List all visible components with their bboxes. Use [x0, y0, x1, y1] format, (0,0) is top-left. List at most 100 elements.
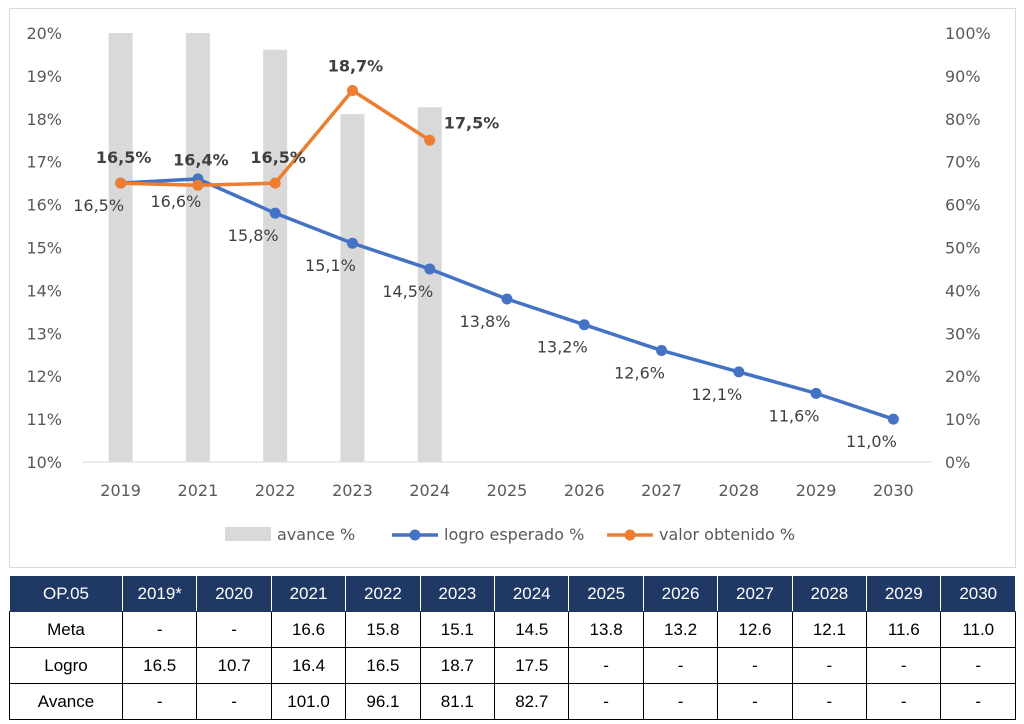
table-cell: 18.7 — [419, 647, 496, 684]
x-axis-tick-label: 2024 — [409, 481, 450, 500]
logro-esperado-point — [887, 413, 899, 425]
right-axis-tick-label: 80% — [945, 110, 981, 129]
logro-esperado-data-label: 13,8% — [460, 312, 511, 331]
table-header-row: OP.05 2019* 2020 2021 2022 2023 2024 202… — [9, 575, 1016, 612]
x-axis-tick-label: 2021 — [178, 481, 219, 500]
right-axis-tick-label: 90% — [945, 67, 981, 86]
logro-esperado-data-label: 11,6% — [769, 406, 820, 425]
legend-marker-logro — [409, 529, 421, 541]
table-cell: - — [866, 683, 942, 720]
table-cell: - — [642, 647, 719, 684]
valor-obtenido-data-label: 17,5% — [444, 113, 500, 132]
table-row-avance: Avance - - 101.0 96.1 81.1 82.7 - - - - … — [9, 683, 1016, 720]
table-cell: - — [717, 683, 793, 720]
left-axis-tick-label: 15% — [26, 239, 62, 258]
bar-avance — [108, 33, 133, 462]
table-cell: 16.6 — [270, 611, 347, 648]
data-table: OP.05 2019* 2020 2021 2022 2023 2024 202… — [9, 575, 1016, 720]
logro-esperado-data-label: 16,5% — [73, 196, 124, 215]
logro-esperado-data-label: 15,1% — [305, 256, 356, 275]
table-cell: - — [121, 683, 198, 720]
table-cell: - — [940, 647, 1016, 684]
logro-esperado-point — [578, 319, 590, 331]
table-cell: 11.6 — [866, 611, 942, 648]
valor-obtenido-data-label: 16,5% — [96, 148, 152, 167]
right-axis-tick-label: 30% — [945, 324, 981, 343]
header-cell: 2027 — [717, 575, 793, 612]
table-cell: 13.8 — [568, 611, 644, 648]
table-cell: Avance — [9, 683, 123, 720]
logro-esperado-data-label: 11,0% — [846, 432, 897, 451]
legend-label-valor: valor obtenido % — [659, 525, 795, 544]
table-cell: - — [791, 647, 868, 684]
right-axis-tick-label: 50% — [945, 239, 981, 258]
valor-obtenido-data-label: 16,5% — [250, 148, 306, 167]
left-axis-tick-label: 14% — [26, 281, 62, 300]
valor-obtenido-point — [192, 179, 204, 191]
legend-label-logro: logro esperado % — [444, 525, 584, 544]
chart-area: 10% 11% 12% 13% 14% 15% 16% 17% 18% 19% 20% 0% 10% 20… — [9, 8, 1016, 568]
logro-esperado-data-label: 15,8% — [228, 226, 279, 245]
table-cell: - — [121, 611, 198, 648]
left-axis-tick-label: 10% — [26, 453, 62, 472]
bar-avance — [185, 33, 210, 462]
header-cell: 2029 — [866, 575, 942, 612]
table-cell: - — [940, 683, 1016, 720]
table-cell: - — [196, 611, 272, 648]
x-axis-tick-label: 2028 — [718, 481, 759, 500]
left-axis-tick-label: 17% — [26, 153, 62, 172]
table-cell: 13.2 — [642, 611, 719, 648]
right-axis-tick-label: 60% — [945, 196, 981, 215]
valor-obtenido-point — [115, 177, 127, 189]
x-axis-tick-label: 2026 — [564, 481, 605, 500]
x-axis-tick-label: 2019 — [100, 481, 141, 500]
table-cell: - — [791, 683, 868, 720]
logro-esperado-data-label: 13,2% — [537, 338, 588, 357]
table-cell: 12.1 — [791, 611, 868, 648]
header-cell: 2024 — [494, 575, 570, 612]
table-cell: - — [866, 647, 942, 684]
table-cell: 16.5 — [121, 647, 198, 684]
logro-esperado-point — [810, 387, 822, 399]
header-cell: 2023 — [419, 575, 496, 612]
right-axis-tick-label: 100% — [945, 24, 991, 43]
table-cell: 101.0 — [270, 683, 347, 720]
legend-label-avance: avance % — [277, 525, 355, 544]
header-cell: 2026 — [642, 575, 719, 612]
left-axis-tick-label: 11% — [26, 410, 62, 429]
table-cell: 12.6 — [717, 611, 793, 648]
logro-esperado-data-label: 16,6% — [150, 192, 201, 211]
bar-avance — [340, 114, 365, 463]
table-cell: - — [717, 647, 793, 684]
logro-esperado-point — [733, 366, 745, 378]
table-cell: Meta — [9, 611, 123, 648]
header-cell: OP.05 — [9, 575, 123, 612]
valor-obtenido-data-label: 16,4% — [173, 150, 229, 169]
table-row-logro: Logro 16.5 10.7 16.4 16.5 18.7 17.5 - - … — [9, 647, 1016, 684]
x-axis-tick-label: 2023 — [332, 481, 373, 500]
x-axis-tick-label: 2029 — [796, 481, 837, 500]
logro-esperado-point — [501, 293, 513, 305]
combo-chart: 10% 11% 12% 13% 14% 15% 16% 17% 18% 19% 20% 0% 10% 20… — [26, 24, 991, 544]
right-axis-tick-label: 40% — [945, 281, 981, 300]
table-cell: 15.1 — [419, 611, 496, 648]
legend-marker-valor — [624, 529, 636, 541]
table-cell: 81.1 — [419, 683, 496, 720]
logro-esperado-data-label: 12,1% — [691, 385, 742, 404]
table-cell: 15.8 — [345, 611, 421, 648]
logro-esperado-point — [656, 344, 668, 356]
table-cell: - — [642, 683, 719, 720]
left-axis-tick-label: 16% — [26, 196, 62, 215]
header-cell: 2022 — [345, 575, 421, 612]
logro-esperado-point — [424, 263, 436, 275]
table-row-meta: Meta - - 16.6 15.8 15.1 14.5 13.8 13.2 1… — [9, 611, 1016, 648]
table-cell: 16.4 — [270, 647, 347, 684]
valor-obtenido-point — [346, 84, 358, 96]
right-axis-tick-label: 70% — [945, 153, 981, 172]
x-axis-tick-label: 2022 — [255, 481, 296, 500]
valor-obtenido-point — [269, 177, 281, 189]
header-cell: 2025 — [568, 575, 644, 612]
legend-swatch-avance — [225, 527, 271, 541]
left-axis-tick-label: 19% — [26, 67, 62, 86]
left-axis-tick-label: 13% — [26, 324, 62, 343]
